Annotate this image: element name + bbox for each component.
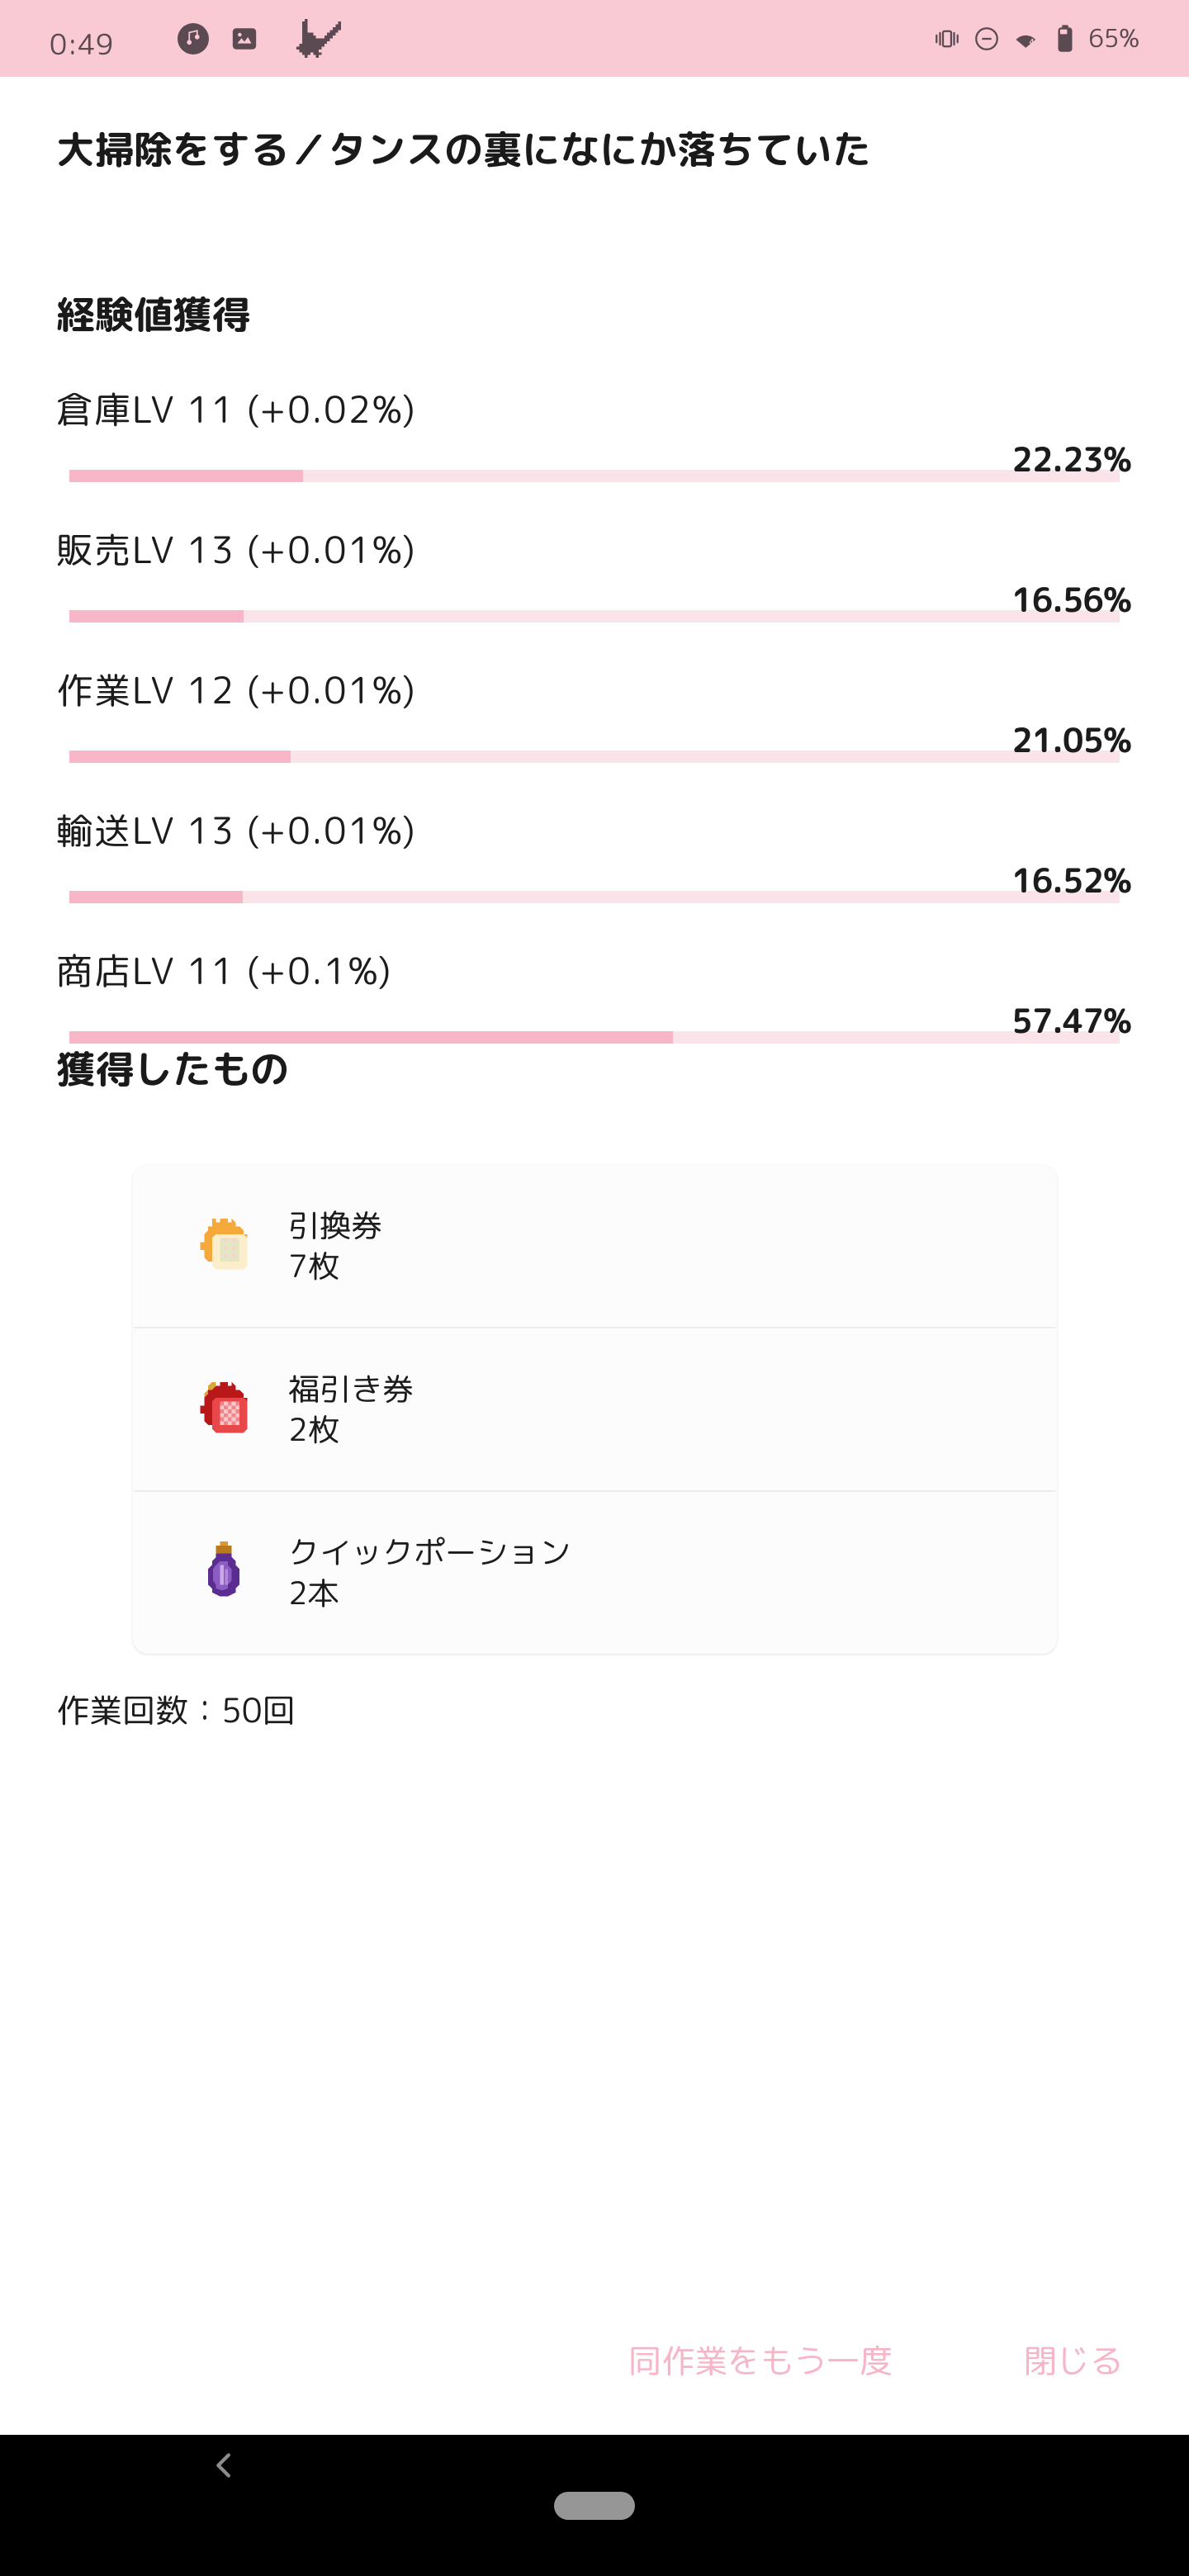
svg-text:4: 4 [1030, 38, 1035, 47]
